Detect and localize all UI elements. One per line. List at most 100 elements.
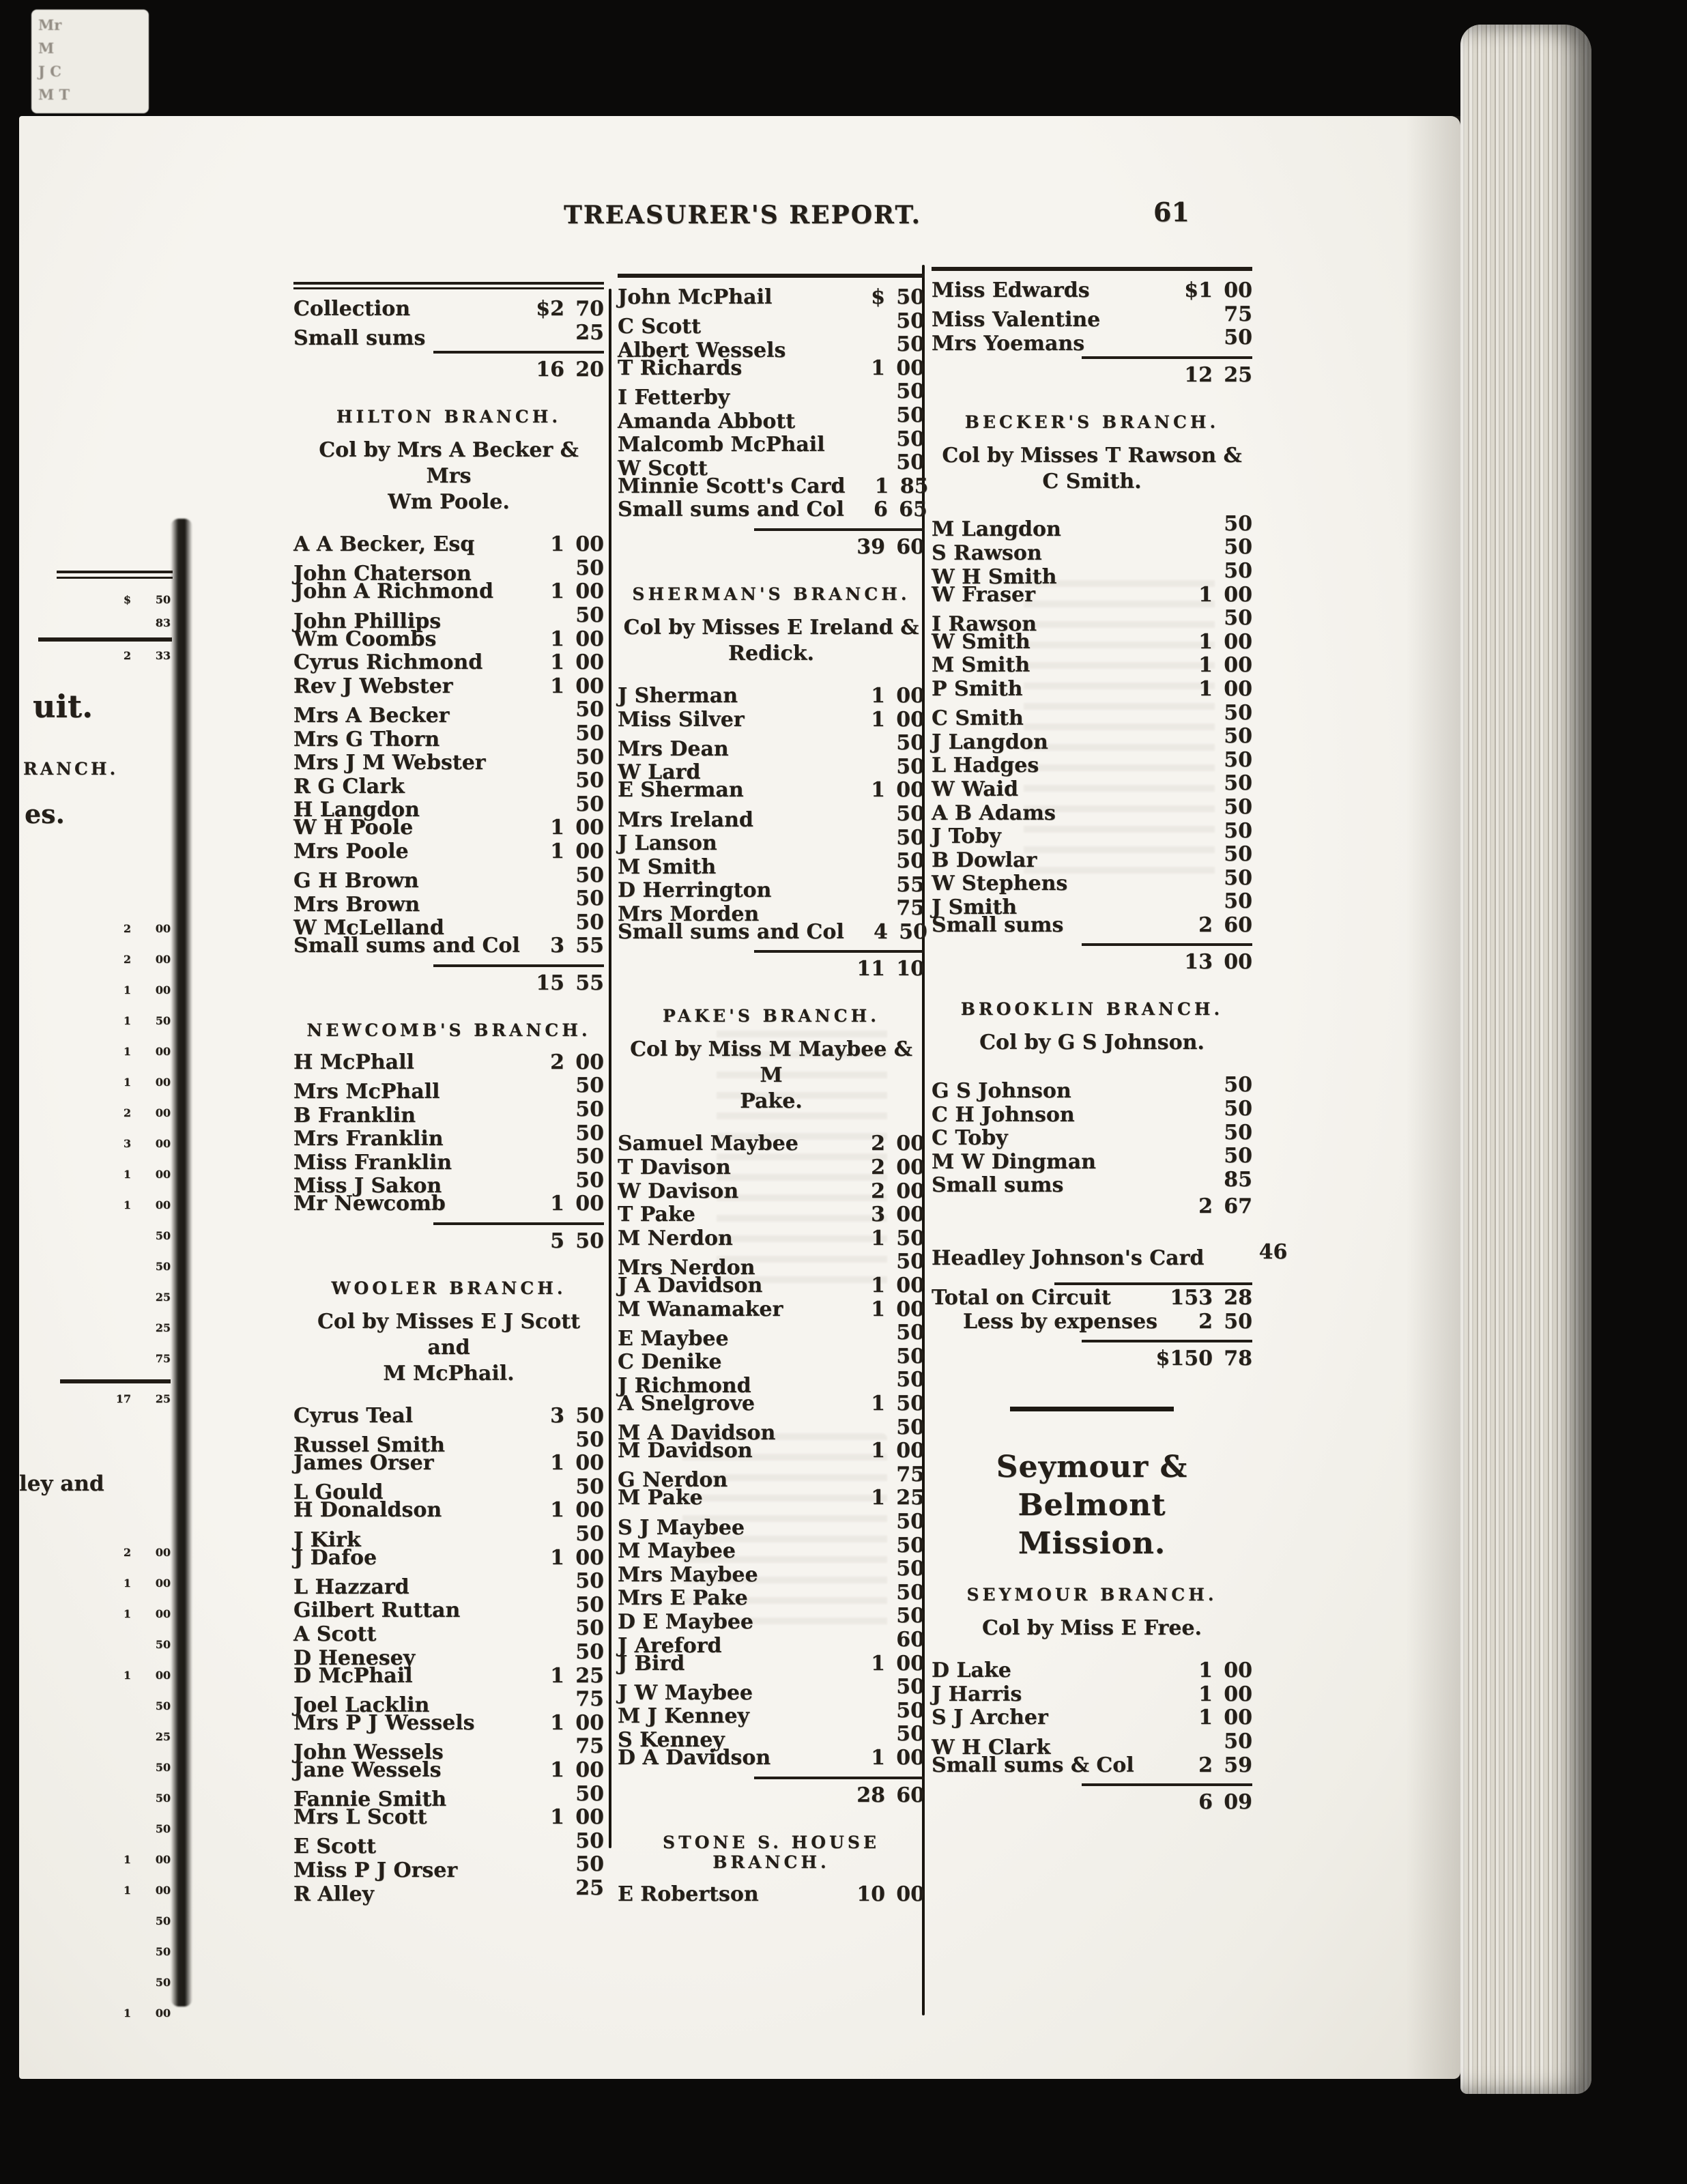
row-name: T Davison [618,1155,731,1180]
ledger-row: I Fetterby 50 [618,380,925,410]
amount: 50 [96,1691,171,1721]
amount-dollars: 10 [856,1882,885,1906]
amount: 2 00 [96,913,171,944]
amount: 1 00 [841,708,925,732]
amount-dollars [1169,749,1213,773]
fragment-sum-rule [60,1379,171,1383]
amount: 17 25 [96,1383,171,1414]
row-name: Russel Smith [293,1433,445,1458]
amount-cents: 50 [575,887,604,911]
row-name: D Herrington [618,878,772,903]
amount-dollars [96,1721,131,1752]
amount-cents: 50 [575,1229,604,1254]
row-name: J Smith [932,895,1018,919]
amount-dollars [841,404,885,428]
ledger-row: Mrs E Pake 50 [618,1581,925,1610]
row-name: James Orser [293,1451,434,1476]
ledger-row: Small sums and Col 6 65 [618,498,927,522]
amount-dollars [96,1629,131,1660]
row-name: M J Kenney [618,1704,749,1729]
row-name: Amanda Abbott [618,409,796,433]
row-name: Miss Valentine [932,308,1101,332]
row-name: D E Maybee [618,1609,753,1634]
amount-dollars [521,1688,564,1712]
amount-dollars [521,1570,564,1594]
amount-dollars: 1 [871,356,885,380]
ledger-row: 1 00 [60,1598,171,1629]
mission-heading: Seymour & Belmont Mission. [932,1448,1252,1563]
row-name: Small sums [932,1173,1064,1198]
ledger-row: 25 [60,1312,171,1343]
amount-cents: 83 [155,616,171,629]
amount: 50 [841,1699,925,1723]
amount-dollars [96,1936,131,1967]
previous-page-edge-fragments: $50 83 2 33 uit. RANCH. es. 2 00 2 00 1 00 1 50 1 00 1 00 2… [19,116,197,2079]
row-name: Joel Lacklin [293,1693,430,1717]
ledger-row: 1 00 [60,1568,171,1598]
page-fragment-text: J C [38,63,61,80]
amount-cents: 50 [896,1368,925,1392]
amount-dollars [521,887,564,911]
ledger-row: S J Maybee 50 [618,1510,925,1539]
ledger-column-2: John McPhail $50 C Scott 50 Albert Wessels 50… [618,274,928,1906]
amount-dollars: 1 [1198,1682,1213,1706]
amount-dollars [1169,536,1213,560]
amount-cents: 25 [155,1730,171,1743]
ledger-row: J Smith 50 [932,890,1252,919]
amount-cents: 50 [155,1761,171,1774]
ledger-row: Mrs Nerdon 50 [618,1250,925,1280]
amount-cents: 50 [896,731,925,756]
ledger-row: C Scott 50 [618,309,925,339]
amount: 50 [521,1428,604,1452]
amount-dollars [521,698,564,722]
amount-dollars: 4 [873,919,888,944]
ledger-row: 1 00 [60,1036,171,1067]
ledger-row: S Rawson 50 [932,536,1252,565]
row-name: J Langdon [932,730,1048,754]
amount-cents: 50 [896,332,925,357]
amount-cents: 50 [575,910,604,934]
sum-rule [433,964,604,967]
amount-dollars: 1 [1198,653,1213,678]
ledger-row: 25 [60,1282,171,1312]
collector-line: Col by Misses T Rawson & C Smith. [932,443,1252,495]
amount: 50 [521,769,604,793]
amount-cents: 00 [896,1297,925,1321]
amount: 1 00 [96,1875,171,1906]
row-name: Collection [293,297,411,321]
amount-dollars: 15 [536,971,564,995]
amount-dollars [521,1428,564,1452]
row-name: M Nerdon [618,1226,733,1250]
amount-dollars: 1 [123,1607,131,1620]
row-name: Small sums [293,326,426,351]
amount-cents: 50 [1224,842,1252,867]
amount-cents: 50 [896,825,925,850]
ledger-row: W Smith 1 00 [932,629,1252,655]
ledger-row: 2 00 [60,913,171,944]
amount: 1 00 [96,1568,171,1598]
ledger-row: W H Clark 50 [932,1729,1252,1759]
row-name: S J Archer [932,1706,1048,1730]
amount-cents: 50 [575,1522,604,1546]
amount: 1 00 [521,1757,604,1783]
ledger-row: W H Poole 1 00 [293,816,604,840]
amount-cents: 00 [155,1546,171,1559]
ledger-row: R G Clark 50 [293,769,604,799]
amount: 2 00 [841,1155,925,1180]
amount: 25 [521,321,604,345]
total-row: 11 10 [618,954,925,984]
amount: 13 00 [1169,947,1252,977]
row-name: W Smith [932,629,1030,654]
collector-line-text: Col by Miss M Maybee & M [630,1037,912,1088]
amount-cents: 75 [575,1734,604,1759]
branch-heading: SHERMAN'S BRANCH. [632,584,910,604]
amount-dollars: 3 [550,1404,564,1428]
row-name: M Smith [932,653,1030,678]
amount: 1 00 [96,1844,171,1875]
amount-dollars: 1 [550,1757,564,1782]
amount-dollars: $ [123,593,131,606]
amount-dollars [521,722,564,746]
ledger-row: Mrs Yoemans 50 [932,326,1252,356]
amount-dollars [96,1906,131,1936]
row-name: Mrs Nerdon [618,1256,755,1280]
